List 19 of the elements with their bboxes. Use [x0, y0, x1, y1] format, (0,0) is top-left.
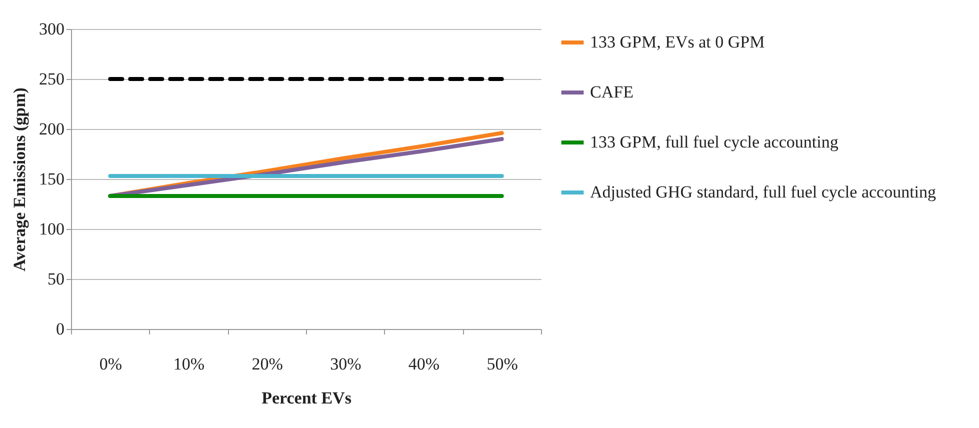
- x-tick-label: 40%: [408, 354, 440, 374]
- y-tick-label: 0: [56, 320, 64, 338]
- x-tick-label: 0%: [99, 354, 122, 374]
- legend-label: CAFE: [590, 82, 634, 102]
- y-tick-label: 250: [39, 70, 64, 88]
- y-tick-label: 100: [39, 220, 64, 238]
- legend-label: Adjusted GHG standard, full fuel cycle accounting: [590, 182, 937, 202]
- x-tick-label: 10%: [173, 354, 205, 374]
- y-tick-label: 150: [39, 170, 64, 188]
- x-axis-title: Percent EVs: [262, 388, 352, 408]
- x-tick-label: 50%: [486, 354, 518, 374]
- y-tick-label: 300: [39, 20, 64, 38]
- x-tick-label: 30%: [330, 354, 362, 374]
- y-axis-title: Average Emissions (gpm): [10, 88, 29, 272]
- legend-label: 133 GPM, full fuel cycle accounting: [590, 132, 839, 152]
- legend-label: 133 GPM, EVs at 0 GPM: [590, 32, 765, 52]
- y-tick-label: 200: [39, 120, 64, 138]
- y-tick-label: 50: [48, 270, 64, 288]
- x-tick-label: 20%: [252, 354, 283, 374]
